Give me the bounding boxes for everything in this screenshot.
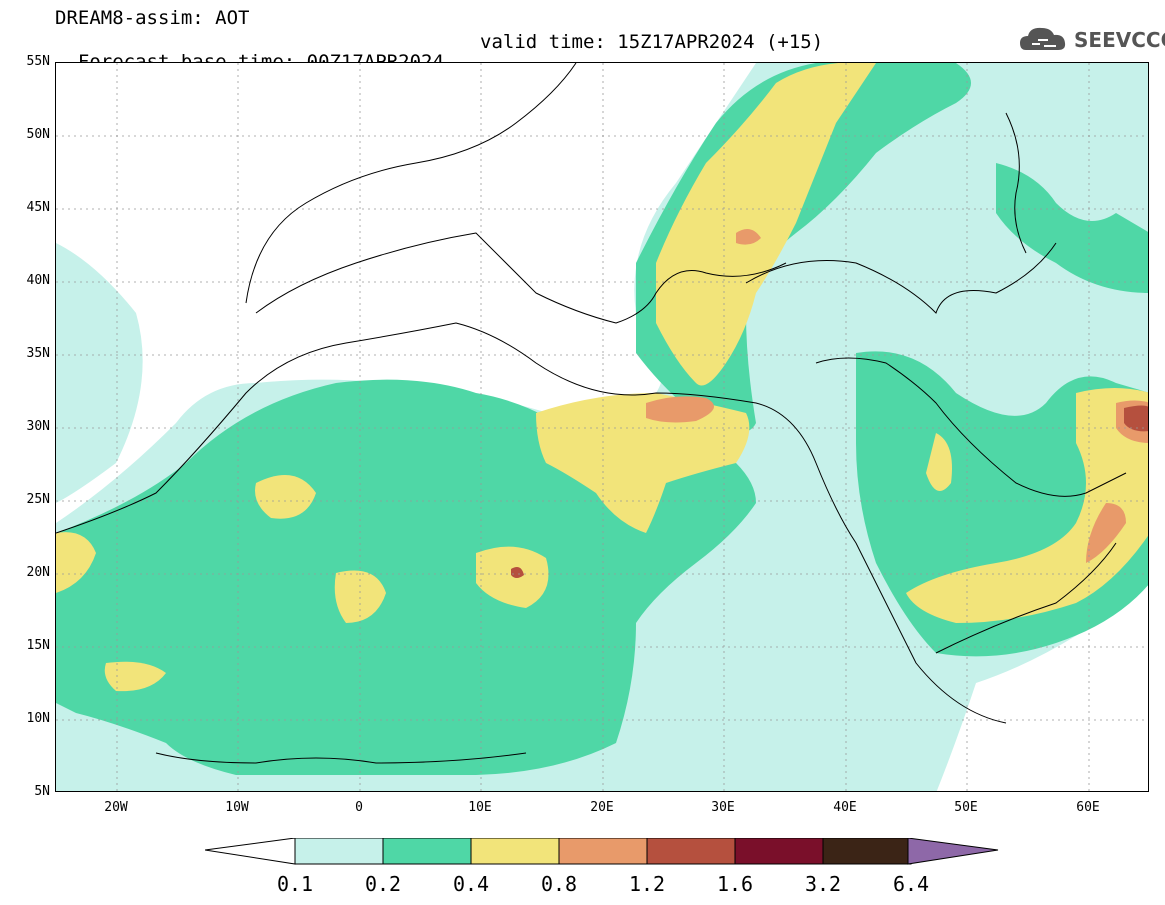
colorbar-segment bbox=[822, 838, 912, 865]
colorbar bbox=[205, 838, 999, 865]
cloud-icon bbox=[1020, 27, 1066, 50]
aot-map bbox=[55, 62, 1149, 792]
colorbar-segment bbox=[294, 838, 384, 865]
lon-label: 10E bbox=[468, 800, 492, 815]
valid-time: valid time: 15Z17APR2024 (+15) bbox=[480, 31, 824, 53]
lat-label: 20N bbox=[26, 565, 50, 580]
colorbar-label: 1.6 bbox=[716, 872, 754, 896]
aot-level-0-4 bbox=[56, 63, 1148, 692]
colorbar-segment bbox=[470, 838, 560, 865]
lat-label: 10N bbox=[26, 711, 50, 726]
lon-label: 50E bbox=[954, 800, 978, 815]
coastlines bbox=[56, 63, 1127, 764]
lon-label: 60E bbox=[1076, 800, 1100, 815]
lat-label: 50N bbox=[26, 127, 50, 142]
colorbar-segment bbox=[646, 838, 736, 865]
lon-label: 20W bbox=[104, 800, 128, 815]
colorbar-segment bbox=[382, 838, 472, 865]
lat-label: 35N bbox=[26, 346, 50, 361]
colorbar-label: 1.2 bbox=[628, 872, 666, 896]
colorbar-label: 0.4 bbox=[452, 872, 490, 896]
graticule bbox=[56, 63, 1148, 791]
colorbar-label: 0.8 bbox=[540, 872, 578, 896]
lat-label: 45N bbox=[26, 200, 50, 215]
lon-label: 20E bbox=[590, 800, 614, 815]
logo-text: SEEVCCC bbox=[1074, 28, 1165, 52]
aot-level-1-2 bbox=[511, 405, 1148, 578]
lon-label: 0 bbox=[355, 800, 363, 815]
colorbar-segment bbox=[734, 838, 824, 865]
seevccc-logo: SEEVCCC bbox=[1018, 22, 1165, 58]
colorbar-label: 6.4 bbox=[892, 872, 930, 896]
lat-label: 25N bbox=[26, 492, 50, 507]
colorbar-under-arrow bbox=[205, 838, 296, 865]
map-title: DREAM8-assim: AOT bbox=[55, 7, 250, 29]
colorbar-over-arrow bbox=[907, 838, 999, 865]
colorbar-label: 3.2 bbox=[804, 872, 842, 896]
aot-field bbox=[56, 63, 1148, 791]
lat-label: 30N bbox=[26, 419, 50, 434]
colorbar-label: 0.1 bbox=[276, 872, 314, 896]
colorbar-label: 0.2 bbox=[364, 872, 402, 896]
colorbar-segment bbox=[558, 838, 648, 865]
lon-label: 10W bbox=[225, 800, 249, 815]
lat-label: 15N bbox=[26, 638, 50, 653]
lat-label: 55N bbox=[26, 54, 50, 69]
lon-label: 30E bbox=[711, 800, 735, 815]
lon-label: 40E bbox=[833, 800, 857, 815]
lat-label: 5N bbox=[34, 784, 50, 799]
lat-label: 40N bbox=[26, 273, 50, 288]
